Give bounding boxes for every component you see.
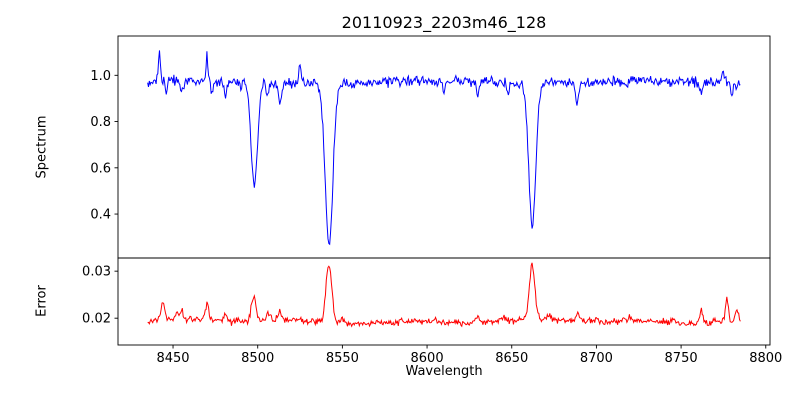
- y-tick-label: 0.6: [90, 161, 111, 176]
- error-line: [147, 262, 741, 328]
- spectrum-line: [147, 50, 741, 246]
- spectrum-panel-border: [117, 35, 771, 259]
- x-tick-label: 8800: [749, 351, 782, 366]
- x-tick-label: 8550: [326, 351, 359, 366]
- y-tick-label: 0.02: [82, 312, 111, 327]
- y-tick-label: 0.4: [90, 208, 111, 223]
- x-axis-label: Wavelength: [405, 364, 483, 379]
- y-tick-label: 1.0: [90, 69, 111, 84]
- chart-title: 20110923_2203m46_128: [341, 13, 547, 32]
- x-tick-label: 8500: [241, 351, 274, 366]
- error-y-axis-label: Error: [34, 285, 50, 317]
- error-panel-border: [117, 257, 771, 346]
- y-tick-label: 0.03: [82, 265, 111, 280]
- x-tick-label: 8450: [156, 351, 189, 366]
- x-tick-label: 8750: [665, 351, 698, 366]
- x-tick-label: 8700: [580, 351, 613, 366]
- x-tick-label: 8600: [411, 351, 444, 366]
- x-tick-label: 8650: [495, 351, 528, 366]
- y-tick-label: 0.8: [90, 115, 111, 130]
- spectrum-y-axis-label: Spectrum: [34, 115, 50, 179]
